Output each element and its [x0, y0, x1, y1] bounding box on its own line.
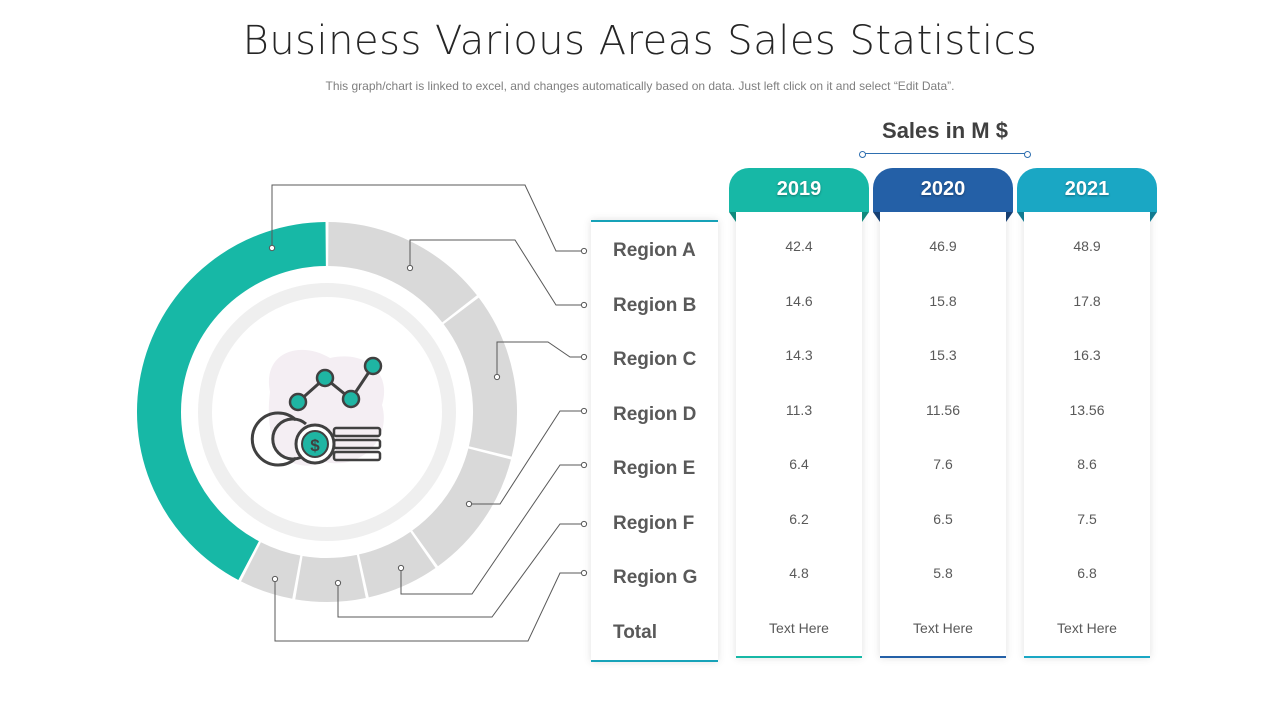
- leader-line-region-g: [274, 572, 584, 642]
- cell-2019-region-d: 11.3: [785, 402, 813, 418]
- page-subtitle: This graph/chart is linked to excel, and…: [325, 79, 955, 93]
- cell-2019-region-e: 6.4: [789, 456, 809, 472]
- leader-anchor-dot: [334, 579, 342, 587]
- cell-2020-total: Text Here: [913, 620, 973, 636]
- leader-end-dot: [580, 569, 588, 577]
- year-header-2020: 2020: [873, 168, 1013, 222]
- cell-2020-region-e: 7.6: [933, 456, 953, 472]
- year-header-2019: 2019: [729, 168, 869, 222]
- column-2021: 48.9 17.8 16.3 13.56 8.6 7.5 6.8 Text He…: [1024, 212, 1150, 658]
- row-label-region-e: Region E: [613, 458, 696, 479]
- underline-dot-left: [859, 151, 866, 158]
- cell-2019-region-g: 4.8: [789, 565, 809, 581]
- leader-line-region-b: [409, 239, 584, 306]
- row-label-region-b: Region B: [613, 295, 697, 316]
- row-label-region-d: Region D: [613, 404, 697, 425]
- year-header-2020-label: 2020: [920, 178, 966, 200]
- leader-anchor-dot: [493, 373, 501, 381]
- fold-right: [862, 212, 869, 222]
- row-label-region-g: Region G: [613, 567, 698, 588]
- donut-segment-region-b: [327, 222, 477, 323]
- cell-2021-region-d: 13.56: [1069, 402, 1105, 418]
- cell-2021-region-b: 17.8: [1073, 293, 1101, 309]
- fold-left: [729, 212, 736, 222]
- leader-anchor-dot: [406, 264, 414, 272]
- underline-dot-right: [1024, 151, 1031, 158]
- cell-2021-total: Text Here: [1057, 620, 1117, 636]
- column-2019-bottom-rule: [736, 656, 862, 658]
- leader-anchor-dot: [397, 564, 405, 572]
- cell-2019-region-f: 6.2: [789, 511, 809, 527]
- cell-2020-region-d: 11.56: [926, 402, 960, 418]
- cell-2020-region-a: 46.9: [929, 238, 957, 254]
- fold-left: [1017, 212, 1024, 222]
- donut-segments: [137, 222, 517, 602]
- cell-2019-region-a: 42.4: [785, 238, 813, 254]
- svg-text:$: $: [310, 436, 320, 455]
- leader-end-dot: [580, 247, 588, 255]
- year-header-2021-label: 2021: [1064, 178, 1110, 200]
- year-header-2019-label: 2019: [776, 178, 822, 200]
- row-label-total: Total: [613, 622, 657, 643]
- leader-lines: [268, 184, 588, 642]
- column-2020-bottom-rule: [880, 656, 1006, 658]
- cell-2019-total: Text Here: [769, 620, 829, 636]
- leader-end-dot: [580, 407, 588, 415]
- row-label-region-f: Region F: [613, 513, 695, 534]
- donut-segment-region-c: [443, 297, 517, 457]
- leader-anchor-dot: [465, 500, 473, 508]
- donut-segment-region-d: [411, 447, 511, 567]
- row-label-region-c: Region C: [613, 349, 697, 370]
- fold-right: [1150, 212, 1157, 222]
- leader-end-dot: [580, 301, 588, 309]
- cell-2021-region-g: 6.8: [1077, 565, 1097, 581]
- cell-2020-region-c: 15.3: [929, 347, 957, 363]
- sales-heading-underline: [862, 153, 1028, 154]
- cell-2019-region-b: 14.6: [785, 293, 813, 309]
- leader-line-region-f: [337, 523, 584, 618]
- column-2019: 42.4 14.6 14.3 11.3 6.4 6.2 4.8 Text Her…: [736, 212, 862, 658]
- fold-left: [873, 212, 880, 222]
- row-label-region-a: Region A: [613, 240, 696, 261]
- cell-2021-region-c: 16.3: [1073, 347, 1101, 363]
- leader-end-dot: [580, 353, 588, 361]
- column-2020: 46.9 15.8 15.3 11.56 7.6 6.5 5.8 Text He…: [880, 212, 1006, 658]
- leader-line-region-d: [469, 410, 584, 505]
- leader-line-region-c: [496, 341, 584, 377]
- leader-end-dot: [580, 461, 588, 469]
- leader-line-region-a: [271, 184, 584, 252]
- leader-line-region-e: [400, 464, 584, 595]
- leader-anchor-dot: [271, 575, 279, 583]
- money-growth-chart-icon: $: [250, 349, 385, 467]
- cell-2019-region-c: 14.3: [785, 347, 813, 363]
- cell-2020-region-b: 15.8: [929, 293, 957, 309]
- page-title: Business Various Areas Sales Statistics: [242, 18, 1038, 64]
- cell-2021-region-a: 48.9: [1073, 238, 1101, 254]
- leader-end-dot: [580, 520, 588, 528]
- fold-right: [1006, 212, 1013, 222]
- donut-segment-region-g: [241, 541, 301, 599]
- leader-anchor-dot: [268, 244, 276, 252]
- cell-2020-region-f: 6.5: [933, 511, 953, 527]
- donut-segment-region-a: [137, 222, 327, 581]
- region-label-column: Region A Region B Region C Region D Regi…: [591, 220, 718, 662]
- donut-segment-region-f: [295, 554, 366, 602]
- donut-segment-region-e: [358, 531, 436, 598]
- sales-heading: Sales in M $: [882, 118, 1008, 143]
- column-2021-bottom-rule: [1024, 656, 1150, 658]
- cell-2020-region-g: 5.8: [933, 565, 953, 581]
- year-header-2021: 2021: [1017, 168, 1157, 222]
- inner-ring: [198, 283, 456, 541]
- cell-2021-region-f: 7.5: [1077, 511, 1097, 527]
- cell-2021-region-e: 8.6: [1077, 456, 1097, 472]
